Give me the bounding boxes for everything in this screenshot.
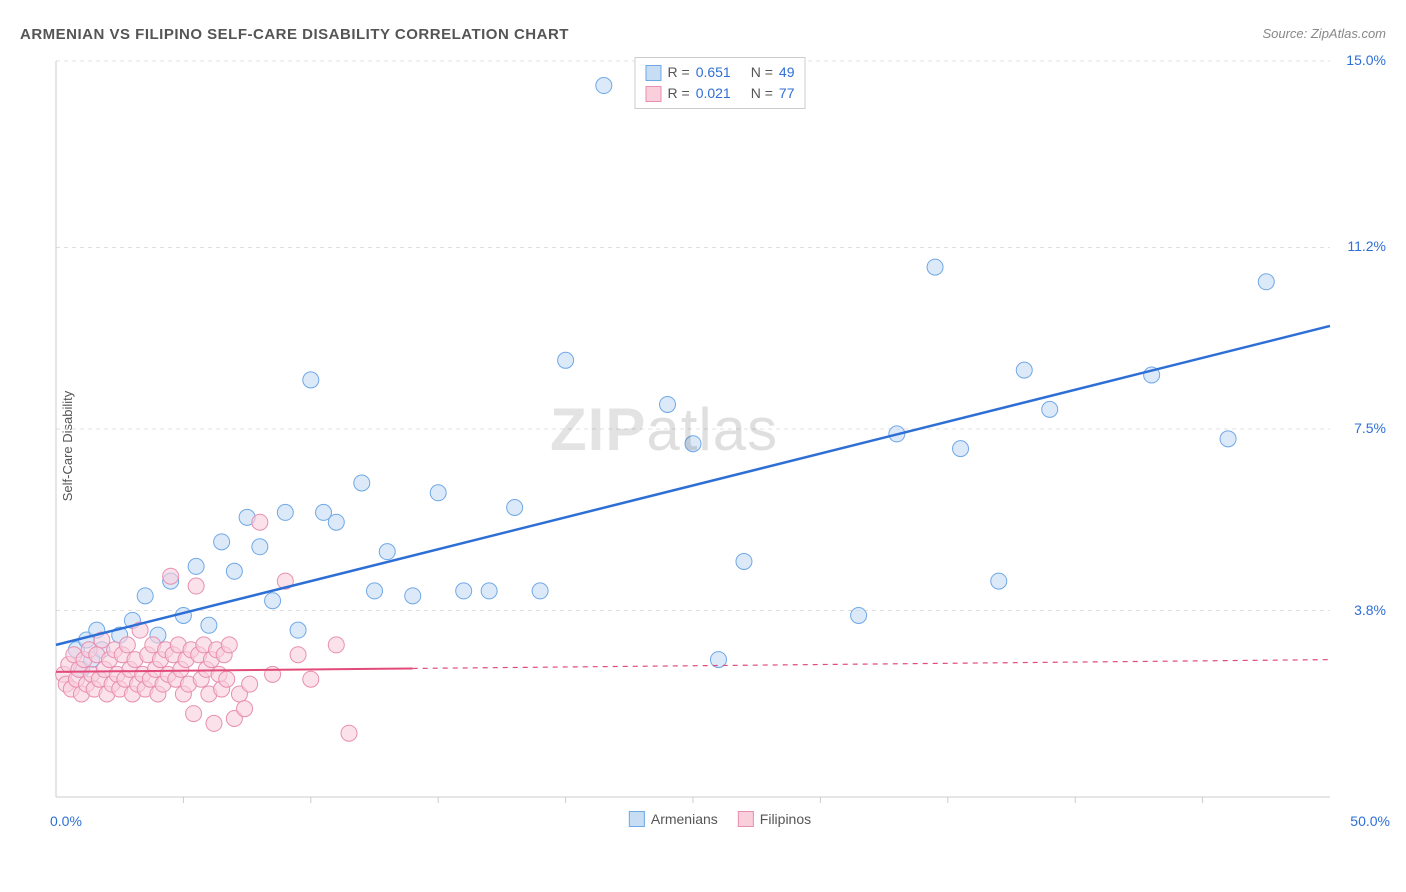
chart-source: Source: ZipAtlas.com <box>1262 26 1386 41</box>
plot-svg <box>50 55 1390 825</box>
stats-legend-row: R = 0.651 N = 49 <box>646 62 795 83</box>
x-max-label: 50.0% <box>1350 813 1390 829</box>
y-tick-label: 11.2% <box>1347 238 1386 254</box>
y-tick-label: 7.5% <box>1354 420 1386 436</box>
y-tick-label: 15.0% <box>1346 52 1386 68</box>
series-legend: Armenians Filipinos <box>629 811 811 827</box>
x-min-label: 0.0% <box>50 813 82 829</box>
swatch-icon <box>646 86 662 102</box>
r-label: R = <box>668 83 690 104</box>
legend-label: Filipinos <box>760 811 811 827</box>
r-value: 0.021 <box>696 83 731 104</box>
n-value: 77 <box>779 83 795 104</box>
legend-item: Armenians <box>629 811 718 827</box>
y-tick-label: 3.8% <box>1354 602 1386 618</box>
n-label: N = <box>751 62 773 83</box>
chart-title: ARMENIAN VS FILIPINO SELF-CARE DISABILIT… <box>20 26 569 43</box>
chart-container: ARMENIAN VS FILIPINO SELF-CARE DISABILIT… <box>0 0 1406 892</box>
swatch-icon <box>646 65 662 81</box>
n-value: 49 <box>779 62 795 83</box>
r-value: 0.651 <box>696 62 731 83</box>
legend-label: Armenians <box>651 811 718 827</box>
n-label: N = <box>751 83 773 104</box>
swatch-icon <box>629 811 645 827</box>
r-label: R = <box>668 62 690 83</box>
stats-legend-row: R = 0.021 N = 77 <box>646 83 795 104</box>
swatch-icon <box>738 811 754 827</box>
legend-item: Filipinos <box>738 811 811 827</box>
stats-legend: R = 0.651 N = 49 R = 0.021 N = 77 <box>635 57 806 109</box>
plot-area: ZIPatlas R = 0.651 N = 49 R = 0.021 N = … <box>50 55 1390 825</box>
